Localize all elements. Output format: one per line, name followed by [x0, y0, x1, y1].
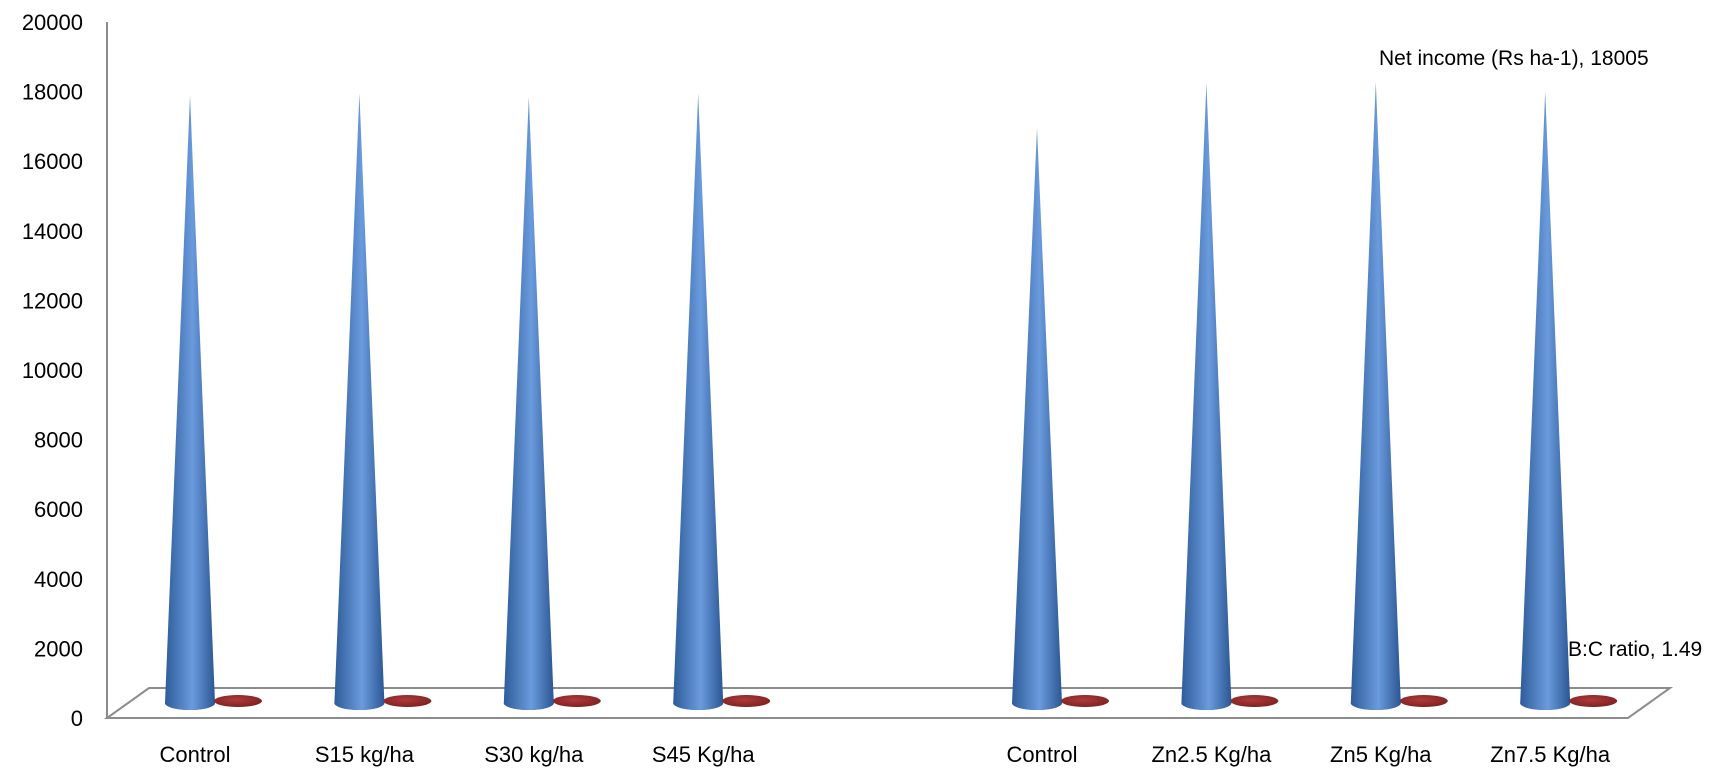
- data-label-net-income: Net income (Rs ha-1), 18005: [1379, 47, 1649, 70]
- cone-net-income: [1012, 128, 1062, 710]
- chart-marks: [165, 81, 1618, 711]
- cone-body: [1520, 91, 1571, 710]
- cone-net-income: [503, 96, 554, 710]
- x-category-label: Zn7.5 Kg/ha: [1490, 742, 1611, 767]
- disc-bc-ratio: [1230, 695, 1279, 707]
- y-tick-label: 20000: [22, 10, 83, 35]
- disc-bc-ratio: [722, 695, 771, 707]
- y-tick-label: 12000: [22, 288, 83, 313]
- cone-body: [165, 95, 215, 710]
- disc-bc-ratio: [383, 695, 432, 707]
- y-axis-ticks: 0 2000 4000 6000 8000 10000 12000 14000 16000 180…: [22, 10, 83, 731]
- cone-net-income: [334, 93, 385, 711]
- cone-net-income: [1181, 82, 1232, 710]
- cone-body: [1181, 82, 1232, 710]
- cone-body: [1350, 81, 1401, 710]
- disc-bc-ratio: [552, 695, 601, 707]
- x-category-label: Zn2.5 Kg/ha: [1151, 742, 1272, 767]
- cone-body: [334, 93, 385, 711]
- y-tick-label: 4000: [34, 567, 83, 592]
- y-tick-label: 16000: [22, 149, 83, 174]
- cone-net-income: [673, 93, 724, 711]
- cone-net-income: [1350, 81, 1401, 710]
- disc-bc-ratio: [1061, 695, 1109, 707]
- y-tick-label: 18000: [22, 80, 83, 105]
- data-label-bc-ratio: B:C ratio, 1.49: [1568, 638, 1702, 661]
- x-category-label: S45 Kg/ha: [652, 742, 756, 767]
- y-tick-label: 8000: [34, 428, 83, 453]
- disc-bc-ratio: [1569, 695, 1618, 707]
- x-category-label: Control: [1007, 742, 1078, 767]
- y-tick-label: 14000: [22, 219, 83, 244]
- x-axis-labels: Control S15 kg/ha S30 kg/ha S45 Kg/ha Contro…: [160, 742, 1611, 767]
- y-tick-label: 2000: [34, 636, 83, 661]
- x-category-label: S15 kg/ha: [315, 742, 415, 767]
- y-tick-label: 10000: [22, 358, 83, 383]
- cone-body: [503, 96, 554, 710]
- x-category-label: Control: [160, 742, 231, 767]
- disc-bc-ratio: [1399, 695, 1448, 707]
- y-tick-label: 0: [71, 706, 83, 731]
- cone-net-income: [1520, 91, 1571, 710]
- cone-net-income: [165, 95, 215, 710]
- cone-body: [1012, 128, 1062, 710]
- y-tick-label: 6000: [34, 497, 83, 522]
- x-category-label: Zn5 Kg/ha: [1330, 742, 1432, 767]
- x-category-label: S30 kg/ha: [484, 742, 584, 767]
- cone-body: [673, 93, 724, 711]
- disc-bc-ratio: [214, 695, 262, 707]
- chart-floor: [103, 687, 1674, 719]
